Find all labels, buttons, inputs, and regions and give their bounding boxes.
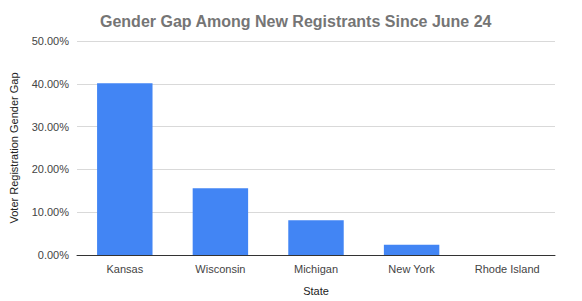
svg-text:10.00%: 10.00% <box>32 206 70 218</box>
svg-text:Voter Registration Gender Gap: Voter Registration Gender Gap <box>8 72 20 223</box>
svg-text:Wisconsin: Wisconsin <box>195 263 245 275</box>
svg-text:Gender Gap Among New Registran: Gender Gap Among New Registrants Since J… <box>100 13 492 30</box>
svg-text:30.00%: 30.00% <box>32 121 70 133</box>
svg-text:Kansas: Kansas <box>106 263 143 275</box>
svg-text:40.00%: 40.00% <box>32 78 70 90</box>
svg-text:Rhode Island: Rhode Island <box>475 263 540 275</box>
svg-text:20.00%: 20.00% <box>32 163 70 175</box>
svg-text:0.00%: 0.00% <box>38 249 69 261</box>
svg-text:50.00%: 50.00% <box>32 35 70 47</box>
svg-text:State: State <box>303 285 329 297</box>
svg-text:New York: New York <box>388 263 435 275</box>
svg-text:Michigan: Michigan <box>294 263 338 275</box>
